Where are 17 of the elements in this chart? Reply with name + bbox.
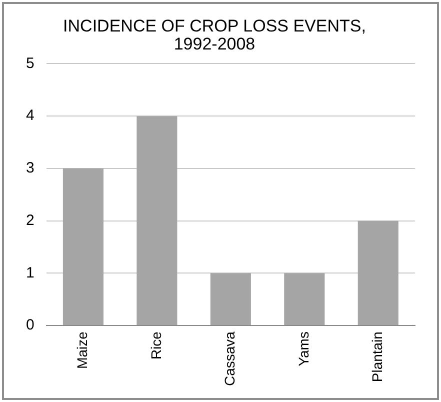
bar — [284, 273, 325, 326]
y-tick-label: 2 — [26, 212, 34, 229]
bar — [358, 220, 398, 326]
y-tick-label: 1 — [26, 264, 34, 282]
x-tick-label: Maize — [74, 331, 90, 369]
y-tick-label: 5 — [26, 54, 34, 72]
bar — [136, 116, 178, 326]
x-tick-label: Rice — [148, 331, 164, 360]
bar — [62, 168, 104, 326]
y-tick-label: 3 — [26, 160, 34, 177]
y-tick-label: 4 — [26, 107, 34, 124]
x-tick-label: Yams — [295, 332, 312, 366]
bar — [210, 273, 251, 326]
y-tick-label: 0 — [26, 316, 34, 334]
x-tick-label: Cassava — [222, 331, 238, 386]
chart-title: INCIDENCE OF CROP LOSS EVENTS, 1992-2008 — [63, 16, 366, 54]
x-tick-label: Plantain — [368, 332, 385, 382]
